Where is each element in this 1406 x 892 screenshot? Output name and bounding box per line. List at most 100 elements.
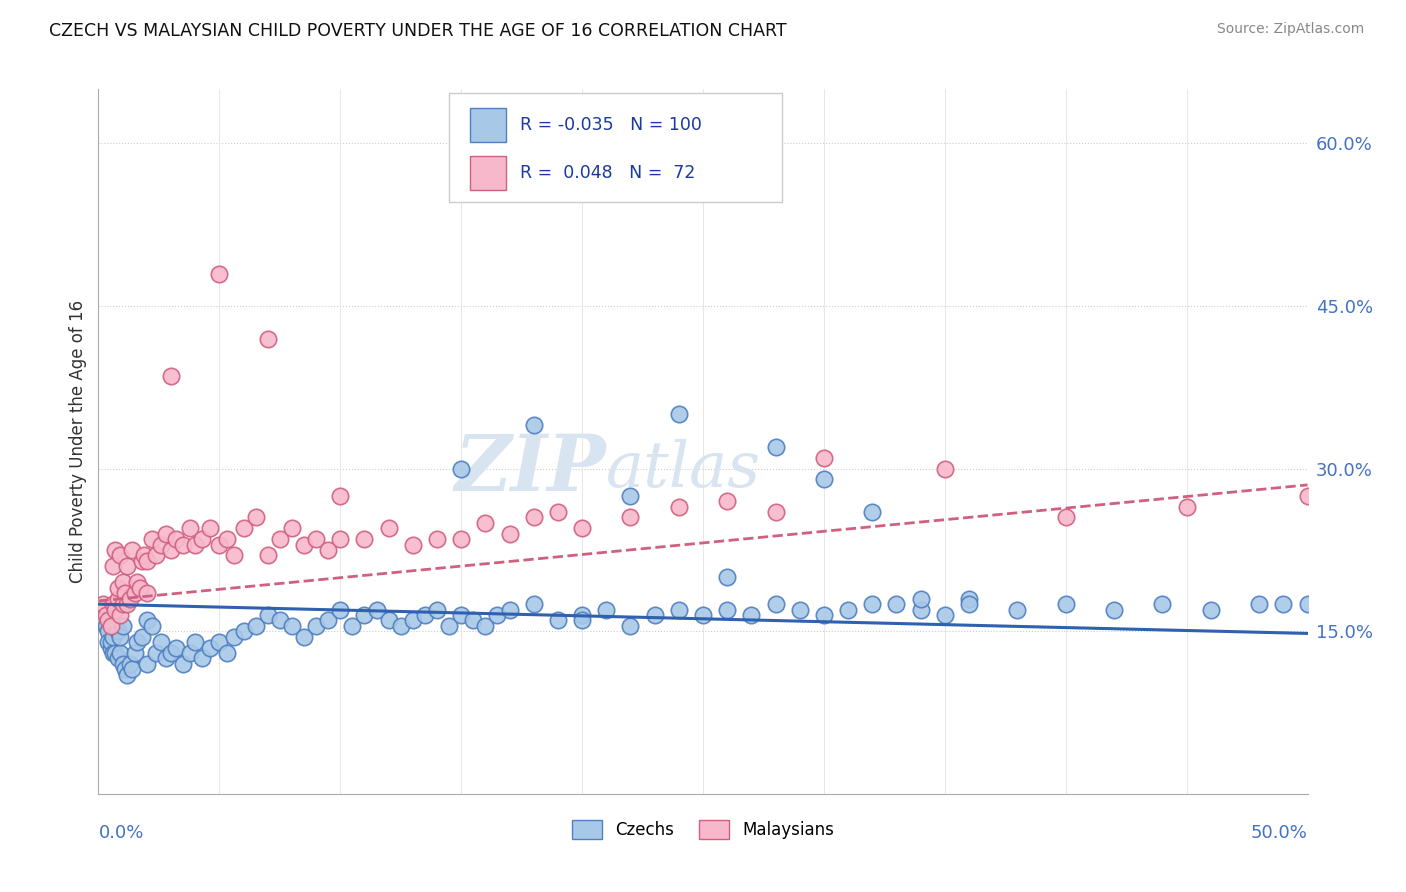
Text: 0.0%: 0.0% [98,824,143,842]
Point [474,516,496,530]
Point [179,521,201,535]
Point [740,607,762,622]
Point [124,646,146,660]
Point [111,575,134,590]
Point [100,640,122,655]
Point [141,619,163,633]
Point [716,494,738,508]
Point [316,614,339,628]
Point [1249,597,1271,611]
Point [292,630,315,644]
Point [101,597,124,611]
Point [141,532,163,546]
Point [934,461,956,475]
Point [128,581,150,595]
Point [184,635,207,649]
Point [571,607,593,622]
Point [101,559,124,574]
FancyBboxPatch shape [470,109,506,142]
Point [91,614,114,628]
Point [402,537,425,551]
Point [101,646,124,660]
Point [486,607,509,622]
Point [668,408,690,422]
Point [191,651,214,665]
Text: R = -0.035   N = 100: R = -0.035 N = 100 [520,116,702,135]
Point [104,646,127,660]
Point [813,473,835,487]
Point [97,614,120,628]
Point [1296,597,1319,611]
Point [94,607,117,622]
Point [789,602,811,616]
Point [1175,500,1198,514]
Point [1272,597,1295,611]
Point [245,510,267,524]
Point [256,332,278,346]
Point [118,657,141,671]
Point [450,461,472,475]
Point [860,505,883,519]
Point [1199,602,1222,616]
Point [117,559,139,574]
Point [547,614,569,628]
Point [232,521,254,535]
FancyBboxPatch shape [449,93,782,202]
Point [450,607,472,622]
Point [256,549,278,563]
Point [131,554,153,568]
Point [107,624,129,639]
Point [127,635,149,649]
Point [692,607,714,622]
Point [100,619,122,633]
Point [860,597,883,611]
Point [305,532,328,546]
Point [135,614,157,628]
Point [619,510,641,524]
Point [127,575,149,590]
Point [107,581,129,595]
Point [208,267,231,281]
Point [644,607,666,622]
Point [716,570,738,584]
Point [111,619,134,633]
Point [134,549,156,563]
Point [523,510,546,524]
Point [114,586,136,600]
Point [100,635,122,649]
Point [523,597,546,611]
Point [155,651,177,665]
Point [104,619,127,633]
Point [1007,602,1029,616]
Text: CZECH VS MALAYSIAN CHILD POVERTY UNDER THE AGE OF 16 CORRELATION CHART: CZECH VS MALAYSIAN CHILD POVERTY UNDER T… [49,22,787,40]
Point [245,619,267,633]
Legend: Czechs, Malaysians: Czechs, Malaysians [565,813,841,846]
Point [160,369,183,384]
Point [108,607,131,622]
Point [1102,602,1125,616]
Point [668,500,690,514]
Point [668,602,690,616]
Point [269,532,291,546]
Point [111,597,134,611]
Point [910,602,932,616]
Point [135,554,157,568]
Point [316,543,339,558]
Point [97,624,120,639]
Point [498,526,520,541]
Point [269,614,291,628]
Point [463,614,485,628]
Point [97,635,120,649]
Point [124,586,146,600]
Point [94,619,117,633]
Point [957,597,980,611]
Point [619,489,641,503]
Point [353,532,375,546]
Point [114,662,136,676]
Point [150,537,173,551]
Point [135,586,157,600]
Point [101,630,124,644]
Point [208,635,231,649]
Point [215,646,238,660]
Point [402,614,425,628]
